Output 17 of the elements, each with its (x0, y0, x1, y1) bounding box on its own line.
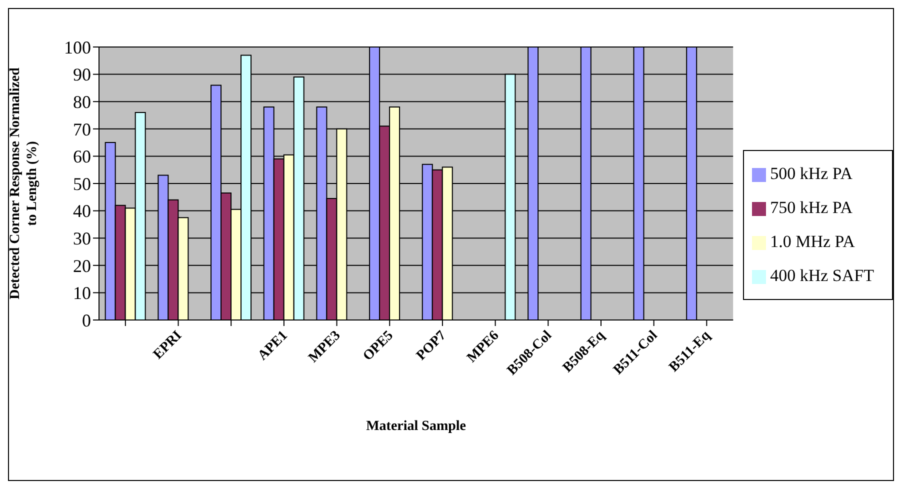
y-tick-label: 90 (73, 64, 91, 85)
y-tick-label: 30 (73, 228, 91, 248)
y-tick-label: 80 (73, 92, 91, 112)
x-axis-title: Material Sample (366, 419, 466, 434)
y-axis-title: Detected Corner Response Normalized to Length (%) (8, 67, 40, 300)
y-tick-label: 0 (82, 310, 91, 330)
legend-label: 400 kHz SAFT (770, 266, 874, 284)
legend-label: 750 kHz PA (770, 198, 853, 216)
y-tick-label: 60 (73, 146, 91, 167)
y-tick-label: 50 (73, 174, 91, 194)
y-tick-label: 100 (64, 37, 91, 58)
y-tick-label: 20 (73, 256, 91, 276)
legend-label: 500 kHz PA (770, 164, 853, 182)
y-tick-label: 40 (73, 201, 91, 222)
legend-label: 1.0 MHz PA (770, 232, 855, 250)
y-tick-label: 70 (73, 119, 91, 140)
y-tick-label: 10 (73, 283, 91, 304)
